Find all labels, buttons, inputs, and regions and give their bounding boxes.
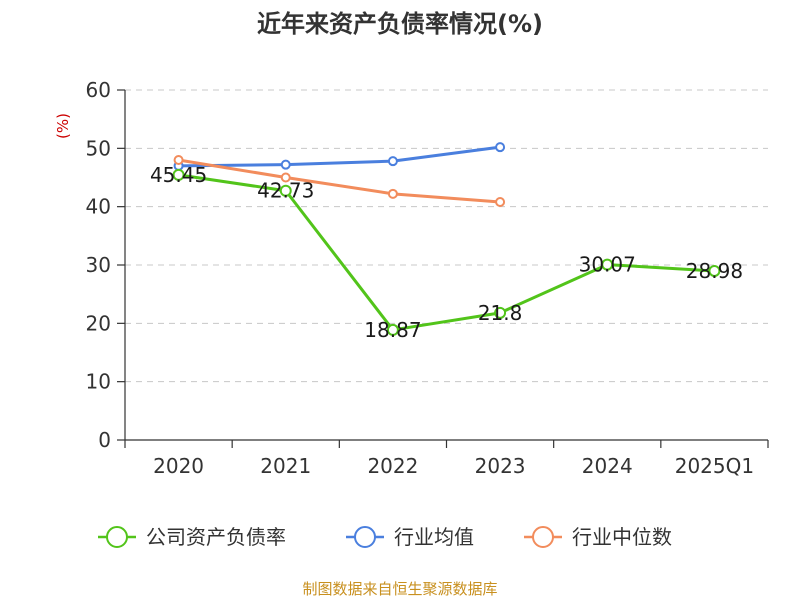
data-point	[386, 323, 399, 336]
x-tick-label: 2025Q1	[675, 454, 754, 478]
x-tick-label: 2021	[260, 454, 311, 478]
legend-item: 行业中位数	[524, 525, 672, 549]
data-point	[279, 184, 292, 197]
series-line	[178, 173, 715, 332]
data-point	[495, 142, 506, 153]
y-tick-label: 30	[86, 253, 111, 277]
x-tick-label: 2024	[582, 454, 633, 478]
series-line	[178, 145, 501, 168]
y-tick-label: 20	[86, 311, 111, 335]
data-label: 21.8	[478, 301, 523, 325]
data-label: 18.87	[364, 318, 421, 342]
data-point	[172, 168, 185, 181]
source-note: 制图数据来自恒生聚源数据库	[302, 580, 497, 598]
data-label: 28.98	[686, 259, 743, 283]
legend-label: 行业中位数	[572, 525, 672, 549]
data-point	[280, 172, 291, 183]
legend-swatch-marker	[532, 526, 554, 548]
data-label: 45.45	[150, 163, 207, 187]
y-axis-unit: (%)	[54, 113, 72, 139]
series-line	[178, 158, 501, 204]
data-point	[280, 159, 291, 170]
data-label: 30.07	[579, 253, 636, 277]
y-tick-label: 40	[86, 195, 111, 219]
legend-swatch-marker	[106, 526, 128, 548]
data-point	[601, 258, 614, 271]
data-label: 42.73	[257, 179, 314, 203]
y-tick-label: 50	[86, 136, 111, 160]
legend-swatch-marker	[354, 526, 376, 548]
data-point	[173, 155, 184, 165]
legend: 公司资产负债率 行业均值 行业中位数	[98, 525, 672, 549]
legend-label: 行业均值	[394, 525, 474, 549]
x-tick-label: 2020	[153, 454, 204, 478]
y-tick-label: 0	[98, 428, 111, 452]
x-tick-label: 2022	[367, 454, 418, 478]
legend-label: 公司资产负债率	[146, 525, 286, 549]
legend-item: 行业均值	[346, 525, 474, 549]
legend-item: 公司资产负债率	[98, 525, 286, 549]
data-point	[387, 156, 398, 167]
data-point	[708, 264, 721, 277]
x-tick-label: 2023	[475, 454, 526, 478]
data-point	[494, 306, 507, 319]
chart-title: 近年来资产负债率情况(%)	[257, 10, 543, 38]
data-point	[495, 197, 506, 207]
y-tick-label: 60	[86, 78, 111, 102]
data-point	[387, 188, 398, 199]
y-tick-label: 10	[86, 370, 111, 394]
